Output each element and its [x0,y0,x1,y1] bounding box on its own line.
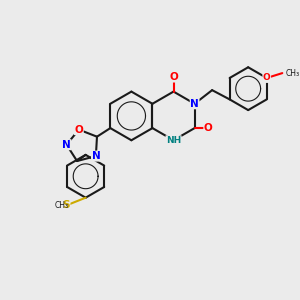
Text: O: O [204,123,213,133]
Text: O: O [263,74,271,82]
Text: O: O [74,124,83,135]
Text: NH: NH [166,136,181,145]
Text: CH₃: CH₃ [55,201,69,210]
Text: S: S [62,200,70,211]
Text: N: N [62,140,71,150]
Text: CH₃: CH₃ [285,69,299,78]
Text: O: O [169,72,178,82]
Text: N: N [190,99,199,109]
Text: N: N [92,151,100,161]
